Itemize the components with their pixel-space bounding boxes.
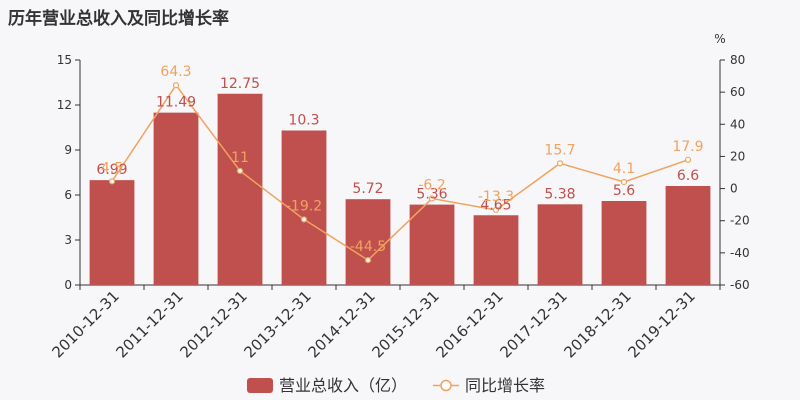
- y-right-tick-label: 60: [730, 85, 745, 99]
- line-value-label: -19.2: [286, 198, 322, 214]
- y-left-tick-label: 12: [57, 98, 72, 112]
- bar: [345, 199, 391, 285]
- y-left-tick-label: 0: [64, 278, 72, 292]
- line-value-label: -6.2: [418, 178, 445, 194]
- x-tick-label: 2018-12-31: [560, 287, 634, 361]
- bar-value-label: 5.38: [544, 186, 575, 202]
- data-labels: 6.99 11.49 12.75 10.3 5.72 5.36 4.65 5.38 5.6 6.6…: [96, 64, 703, 255]
- bar-value-label: 5.6: [613, 183, 635, 199]
- line-value-label: 11: [231, 150, 249, 166]
- bar: [473, 215, 519, 285]
- y-left-tick-label: 3: [64, 233, 72, 247]
- line-point: [300, 216, 308, 223]
- bar-value-label: 6.6: [677, 168, 699, 184]
- bar-value-label: 10.3: [288, 113, 319, 129]
- line-point: [108, 178, 116, 185]
- x-tick-label: 2017-12-31: [496, 287, 570, 361]
- y-left-tick-label: 6: [64, 188, 72, 202]
- bar: [153, 112, 199, 286]
- bar: [217, 93, 263, 285]
- line-value-label: 4.1: [613, 161, 635, 177]
- line-value-label: 17.9: [672, 139, 703, 155]
- y-right-tick-label: -40: [730, 246, 750, 260]
- line-point: [428, 195, 436, 202]
- y-left-tick-label: 15: [57, 53, 72, 67]
- x-tick-label: 2016-12-31: [432, 287, 506, 361]
- y-right-tick-label: -60: [730, 278, 750, 292]
- y-right-tick-label: -20: [730, 214, 750, 228]
- y-right-tick-label: 80: [730, 53, 745, 67]
- line-series: [108, 82, 692, 264]
- bar: [537, 204, 583, 285]
- legend-bar-label: 营业总收入（亿）: [279, 376, 407, 395]
- line-point: [620, 178, 628, 186]
- bar-value-label: 4.65: [480, 197, 511, 213]
- line-point: [364, 256, 372, 264]
- bar: [409, 204, 455, 285]
- y-left-tick-label: 9: [64, 143, 72, 157]
- x-tick-label: 2014-12-31: [304, 287, 378, 361]
- x-axis-labels: 2010-12-312011-12-312012-12-312013-12-31…: [48, 287, 698, 361]
- bar-value-label: 6.99: [96, 162, 127, 178]
- bar: [665, 186, 711, 285]
- bar: [601, 201, 647, 285]
- line-point: [684, 156, 692, 163]
- line-value-label: 15.7: [544, 142, 575, 158]
- x-tick-label: 2012-12-31: [176, 287, 250, 361]
- x-tick-label: 2015-12-31: [368, 287, 442, 361]
- line-point: [236, 167, 244, 174]
- legend-line-label: 同比增长率: [465, 376, 545, 395]
- y-right-unit: %: [714, 32, 725, 46]
- line-point: [556, 160, 564, 167]
- y-right-tick-label: 0: [730, 182, 738, 196]
- line-point: [492, 206, 500, 214]
- x-tick-label: 2011-12-31: [112, 287, 186, 361]
- y-right-tick-label: 20: [730, 149, 745, 163]
- x-tick-label: 2019-12-31: [624, 287, 698, 361]
- bar: [89, 180, 135, 285]
- x-tick-label: 2013-12-31: [240, 287, 314, 361]
- y-right-tick-label: 40: [730, 117, 745, 131]
- bar-value-label: 12.75: [220, 76, 260, 92]
- line-value-label: 64.3: [160, 64, 191, 80]
- legend-line-marker: [440, 379, 452, 392]
- bar-value-label: 11.49: [156, 95, 196, 111]
- legend: 营业总收入（亿） 同比增长率: [247, 376, 545, 395]
- growth-line: [111, 83, 689, 262]
- line-value-label: -44.5: [350, 239, 386, 255]
- line-value-label: 4.5: [101, 160, 123, 176]
- line-value-label: -13.3: [478, 189, 514, 205]
- bar-value-label: 5.72: [352, 181, 383, 197]
- x-tick-label: 2010-12-31: [48, 287, 122, 361]
- legend-bar-swatch: [247, 378, 273, 393]
- chart-title: 历年营业总收入及同比增长率: [8, 9, 229, 29]
- line-point: [172, 82, 180, 89]
- bar-value-label: 5.36: [416, 187, 447, 203]
